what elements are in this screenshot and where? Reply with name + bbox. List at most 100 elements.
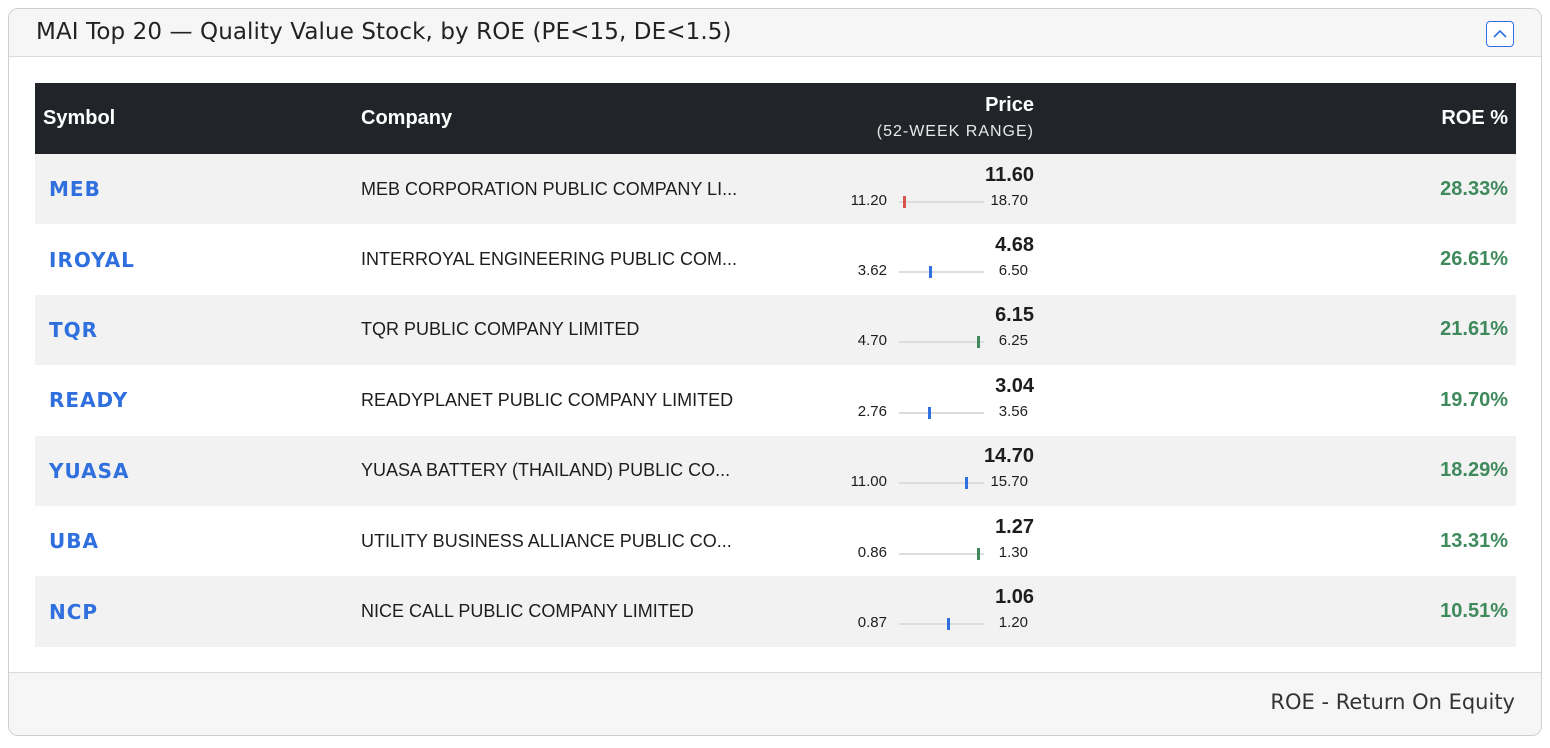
symbol-cell: UBA [35, 506, 361, 576]
column-header-company[interactable]: Company [361, 107, 453, 129]
range-track [899, 618, 984, 631]
widget-header: MAI Top 20 — Quality Value Stock, by ROE… [9, 9, 1541, 57]
price-header-sublabel: (52-WEEK RANGE) [876, 123, 1034, 140]
symbol-cell: IROYAL [35, 224, 361, 294]
footer-note: ROE - Return On Equity [1270, 690, 1515, 714]
symbol-link[interactable]: READY [49, 388, 129, 413]
company-name: MEB CORPORATION PUBLIC COMPANY LI... [361, 178, 738, 199]
range-low: 4.70 [857, 332, 887, 350]
table-row: TQR TQR PUBLIC COMPANY LIMITED 6.15 4.70… [35, 294, 1516, 366]
range-high: 15.70 [990, 473, 1028, 491]
current-price: 6.15 [995, 304, 1034, 327]
company-cell: UTILITY BUSINESS ALLIANCE PUBLIC CO... [361, 506, 791, 576]
range-high: 6.50 [998, 262, 1028, 280]
range-marker [977, 547, 980, 560]
range-marker [947, 618, 950, 631]
company-cell: YUASA BATTERY (THAILAND) PUBLIC CO... [361, 436, 791, 506]
range-marker [929, 266, 932, 279]
range-low: 0.86 [857, 543, 887, 561]
price-cell: 1.27 0.86 1.30 [791, 506, 1034, 576]
roe-value: 19.70% [1440, 388, 1508, 411]
week-range: 2.76 3.56 [791, 402, 1034, 422]
week-range: 0.87 1.20 [791, 613, 1034, 633]
company-name: NICE CALL PUBLIC COMPANY LIMITED [361, 601, 694, 622]
week-range: 0.86 1.30 [791, 543, 1034, 563]
company-name: TQR PUBLIC COMPANY LIMITED [361, 319, 640, 340]
range-high: 1.30 [998, 543, 1028, 561]
range-marker [977, 336, 980, 349]
company-name: INTERROYAL ENGINEERING PUBLIC COM... [361, 249, 738, 270]
column-header-price[interactable]: Price (52-WEEK RANGE) [791, 83, 1034, 154]
current-price: 1.27 [995, 515, 1034, 538]
column-header-roe[interactable]: ROE % [1441, 107, 1508, 129]
chevron-up-icon [1493, 29, 1507, 38]
roe-value: 18.29% [1440, 459, 1508, 482]
current-price: 11.60 [985, 163, 1034, 186]
symbol-cell: READY [35, 365, 361, 435]
table-row: NCP NICE CALL PUBLIC COMPANY LIMITED 1.0… [35, 576, 1516, 647]
roe-value: 26.61% [1440, 248, 1508, 271]
symbol-cell: NCP [35, 576, 361, 646]
widget-footer: ROE - Return On Equity [9, 672, 1541, 735]
column-header-symbol[interactable]: Symbol [43, 107, 116, 129]
table-row: MEB MEB CORPORATION PUBLIC COMPANY LI...… [35, 154, 1516, 225]
symbol-cell: MEB [35, 154, 361, 224]
symbol-link[interactable]: MEB [49, 177, 101, 202]
range-marker [965, 477, 968, 490]
roe-value: 10.51% [1440, 600, 1508, 623]
current-price: 14.70 [983, 445, 1034, 468]
current-price: 4.68 [995, 234, 1034, 257]
roe-value: 21.61% [1440, 318, 1508, 341]
company-name: READYPLANET PUBLIC COMPANY LIMITED [361, 389, 734, 410]
table-row: UBA UTILITY BUSINESS ALLIANCE PUBLIC CO.… [35, 505, 1516, 577]
range-track [899, 195, 984, 208]
table-row: YUASA YUASA BATTERY (THAILAND) PUBLIC CO… [35, 435, 1516, 506]
range-low: 2.76 [857, 402, 887, 420]
symbol-cell: YUASA [35, 436, 361, 506]
range-high: 3.56 [998, 402, 1028, 420]
quality-value-stock-widget: MAI Top 20 — Quality Value Stock, by ROE… [8, 8, 1542, 736]
range-marker [903, 195, 906, 208]
range-high: 1.20 [998, 614, 1028, 632]
range-low: 3.62 [857, 262, 887, 280]
roe-value: 28.33% [1440, 177, 1508, 200]
price-cell: 6.15 4.70 6.25 [791, 295, 1034, 365]
range-track [899, 406, 984, 419]
symbol-link[interactable]: IROYAL [49, 247, 135, 272]
table-header-row: Symbol Company Price (52-WEEK RANGE) ROE… [35, 83, 1516, 154]
price-cell: 1.06 0.87 1.20 [791, 576, 1034, 646]
symbol-link[interactable]: UBA [49, 529, 99, 554]
range-track [899, 336, 984, 349]
range-high: 18.70 [990, 191, 1028, 209]
company-cell: MEB CORPORATION PUBLIC COMPANY LI... [361, 154, 791, 224]
company-name: UTILITY BUSINESS ALLIANCE PUBLIC CO... [361, 530, 732, 551]
current-price: 3.04 [995, 374, 1034, 397]
company-cell: NICE CALL PUBLIC COMPANY LIMITED [361, 576, 791, 646]
range-low: 11.00 [850, 473, 887, 491]
week-range: 11.20 18.70 [791, 191, 1034, 211]
range-low: 0.87 [857, 614, 887, 632]
range-marker [928, 406, 931, 419]
table-body: MEB MEB CORPORATION PUBLIC COMPANY LI...… [35, 154, 1516, 647]
company-cell: TQR PUBLIC COMPANY LIMITED [361, 295, 791, 365]
widget-title: MAI Top 20 — Quality Value Stock, by ROE… [36, 19, 732, 45]
week-range: 4.70 6.25 [791, 331, 1034, 351]
range-low: 11.20 [850, 191, 887, 209]
week-range: 3.62 6.50 [791, 261, 1034, 281]
table-row: IROYAL INTERROYAL ENGINEERING PUBLIC COM… [35, 224, 1516, 295]
current-price: 1.06 [995, 586, 1034, 609]
symbol-link[interactable]: TQR [49, 317, 99, 342]
symbol-link[interactable]: YUASA [49, 458, 130, 483]
symbol-cell: TQR [35, 295, 361, 365]
symbol-link[interactable]: NCP [49, 599, 99, 624]
price-cell: 3.04 2.76 3.56 [791, 365, 1034, 435]
table-row: READY READYPLANET PUBLIC COMPANY LIMITED… [35, 365, 1516, 436]
price-header-label: Price [985, 94, 1034, 116]
range-track [899, 266, 984, 279]
collapse-button[interactable] [1486, 21, 1514, 47]
range-high: 6.25 [998, 332, 1028, 350]
company-name: YUASA BATTERY (THAILAND) PUBLIC CO... [361, 460, 731, 481]
company-cell: READYPLANET PUBLIC COMPANY LIMITED [361, 365, 791, 435]
range-track [899, 547, 984, 560]
week-range: 11.00 15.70 [791, 472, 1034, 492]
